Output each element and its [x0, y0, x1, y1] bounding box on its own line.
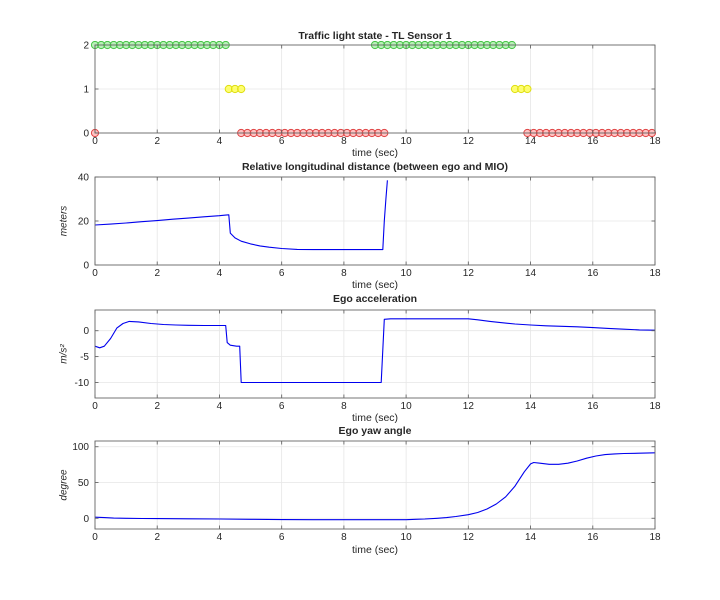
plot-title-ego-acceleration: Ego acceleration [332, 293, 418, 305]
svg-text:0: 0 [83, 326, 89, 337]
svg-text:8: 8 [341, 532, 347, 543]
svg-text:-5: -5 [80, 352, 89, 363]
svg-text:16: 16 [587, 268, 599, 279]
svg-text:14: 14 [525, 136, 537, 147]
svg-text:0: 0 [92, 532, 98, 543]
svg-text:4: 4 [217, 268, 223, 279]
svg-text:2: 2 [154, 401, 160, 412]
svg-text:16: 16 [587, 136, 599, 147]
svg-text:18: 18 [649, 136, 661, 147]
svg-text:40: 40 [78, 173, 90, 184]
ego-yaw-plot: 0 2 4 6 8 10 12 14 16 18 0 50 100 [72, 440, 661, 543]
svg-text:12: 12 [463, 136, 475, 147]
svg-text:0: 0 [83, 514, 89, 525]
svg-text:4: 4 [217, 136, 223, 147]
svg-text:14: 14 [525, 268, 537, 279]
svg-text:8: 8 [341, 268, 347, 279]
svg-text:16: 16 [587, 401, 599, 412]
time-axis-label: time (sec) [351, 544, 399, 556]
svg-text:2: 2 [83, 41, 89, 52]
svg-text:0: 0 [92, 136, 98, 147]
svg-text:18: 18 [649, 401, 661, 412]
svg-text:8: 8 [341, 136, 347, 147]
svg-text:1: 1 [83, 85, 89, 96]
svg-text:0: 0 [83, 261, 89, 272]
time-axis-label: time (sec) [351, 147, 399, 159]
svg-text:6: 6 [279, 532, 285, 543]
svg-text:16: 16 [587, 532, 599, 543]
svg-text:-10: -10 [75, 378, 90, 389]
svg-text:12: 12 [463, 401, 475, 412]
ego-acceleration-plot: 0 2 4 6 8 10 12 14 16 18 -10 -5 0 [75, 309, 661, 412]
relative-distance-plot: 0 2 4 6 8 10 12 14 16 18 0 20 40 [78, 173, 661, 279]
svg-text:20: 20 [78, 217, 90, 228]
plot-title-ego-yaw: Ego yaw angle [338, 425, 412, 437]
svg-text:6: 6 [279, 268, 285, 279]
svg-text:2: 2 [154, 136, 160, 147]
svg-text:2: 2 [154, 532, 160, 543]
svg-text:50: 50 [78, 478, 90, 489]
svg-text:0: 0 [92, 268, 98, 279]
svg-text:10: 10 [401, 401, 413, 412]
svg-text:6: 6 [279, 401, 285, 412]
svg-text:0: 0 [92, 401, 98, 412]
svg-text:12: 12 [463, 268, 475, 279]
svg-text:12: 12 [463, 532, 475, 543]
plot-title-relative-distance: Relative longitudinal distance (between … [241, 161, 509, 173]
svg-text:6: 6 [279, 136, 285, 147]
svg-text:18: 18 [649, 532, 661, 543]
svg-text:18: 18 [649, 268, 661, 279]
svg-text:4: 4 [217, 532, 223, 543]
time-axis-label: time (sec) [351, 412, 399, 424]
svg-text:14: 14 [525, 532, 537, 543]
svg-text:8: 8 [341, 401, 347, 412]
svg-text:4: 4 [217, 401, 223, 412]
svg-text:14: 14 [525, 401, 537, 412]
svg-text:10: 10 [401, 268, 413, 279]
plot-title-traffic-light: Traffic light state - TL Sensor 1 [298, 30, 452, 42]
svg-text:10: 10 [401, 136, 413, 147]
svg-text:2: 2 [154, 268, 160, 279]
svg-text:10: 10 [401, 532, 413, 543]
svg-text:100: 100 [72, 442, 89, 453]
svg-text:0: 0 [83, 129, 89, 140]
time-axis-label: time (sec) [351, 279, 399, 291]
